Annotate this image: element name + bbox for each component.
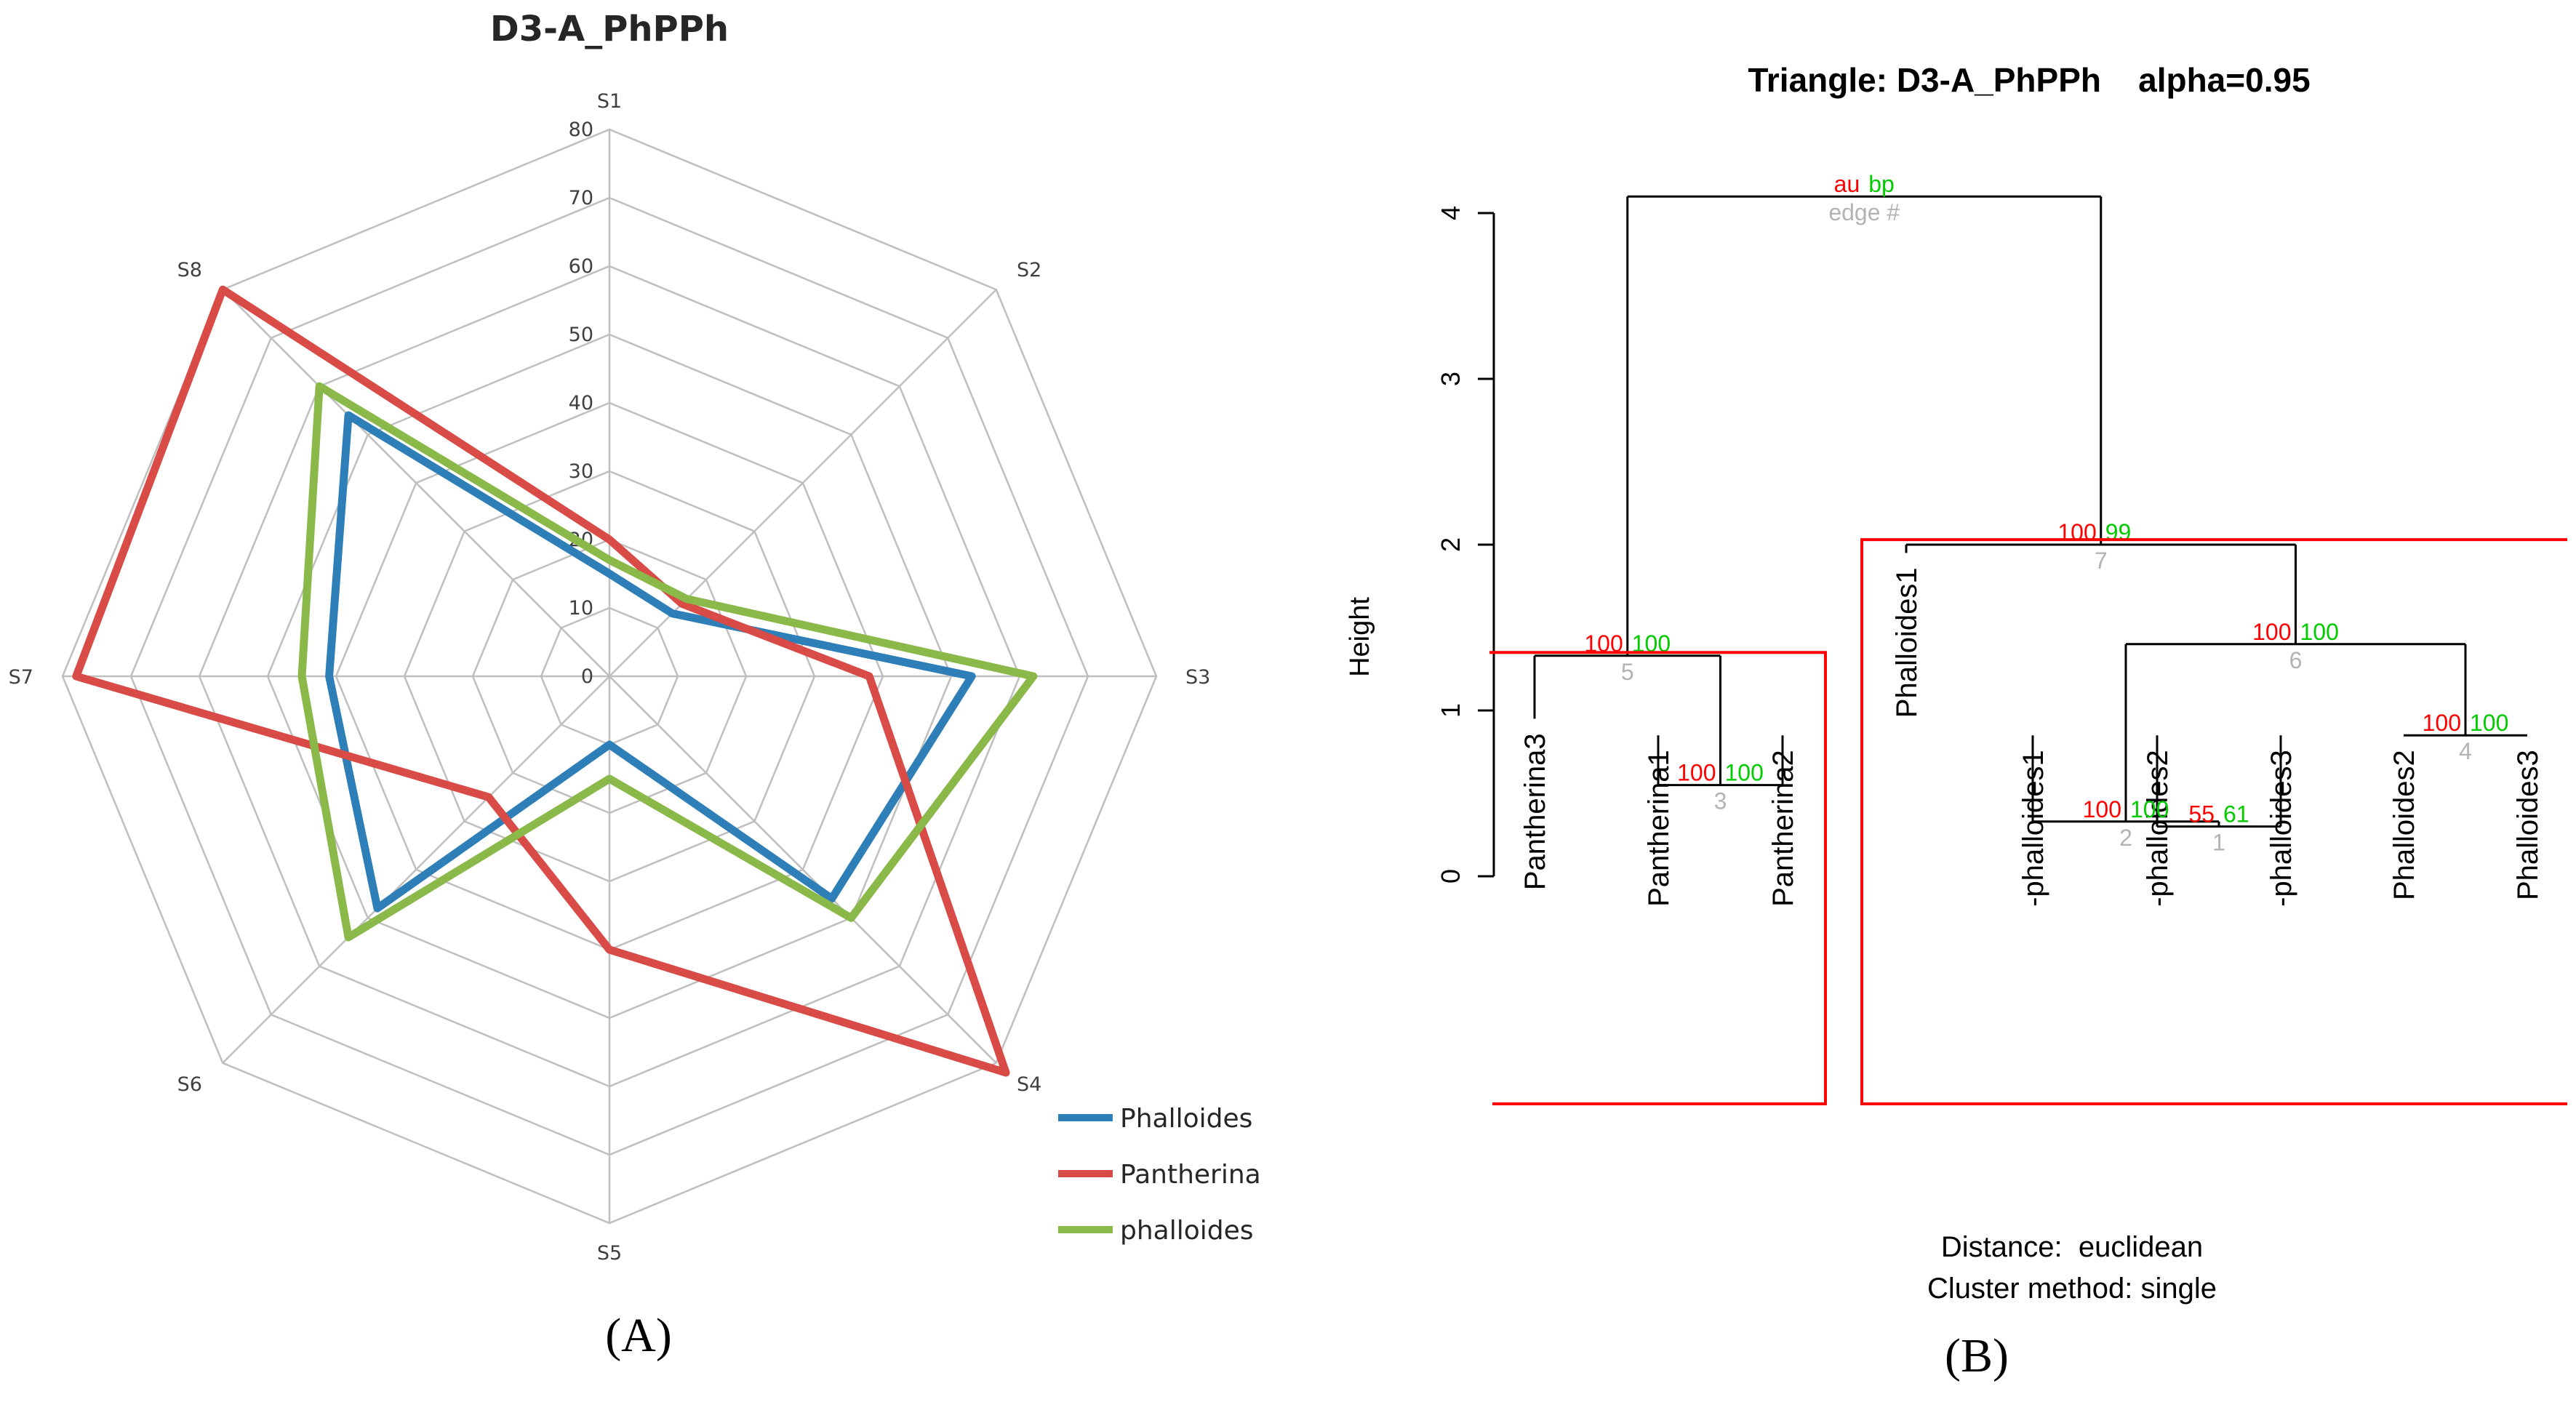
bp-value: 61 <box>2223 801 2249 828</box>
leaf-label: Phalloides1 <box>1891 567 1923 718</box>
leaf-label: Pantherina1 <box>1643 750 1675 907</box>
radar-spoke <box>609 289 997 677</box>
bp-value: 99 <box>2105 519 2132 545</box>
leaf-label: -phalloides3 <box>2265 750 2297 907</box>
radar-tick-label: 0 <box>581 665 593 688</box>
leaf-label: -phalloides2 <box>2142 750 2174 907</box>
leaf-label: Phalloides3 <box>2512 750 2544 900</box>
legend-label: phalloides <box>1120 1216 1254 1246</box>
radar-series-line <box>325 411 976 913</box>
y-tick-label: 2 <box>1436 537 1465 552</box>
bp-legend: bp <box>1868 171 1895 197</box>
edge-number: 5 <box>1621 659 1634 685</box>
leaf-label: Pantherina3 <box>1519 733 1551 890</box>
au-legend: au <box>1834 171 1860 197</box>
radar-axis-label: S6 <box>177 1073 202 1096</box>
au-value: 100 <box>2252 619 2291 645</box>
dendrogram-title: Triangle: D3-A_PhPPh alpha=0.95 <box>1748 61 2310 99</box>
dendrogram-chart: Triangle: D3-A_PhPPh alpha=0.95 0 1 2 3 4 Hei… <box>1345 61 2567 1305</box>
y-axis-label: Height <box>1345 597 1375 677</box>
leaf-label: -phalloides1 <box>2017 750 2049 907</box>
radar-tick-label: 80 <box>569 119 593 141</box>
dendrogram-leaf-labels: Pantherina3 Pantherina1 Pantherina2 Phalloi… <box>1519 567 2544 907</box>
y-tick-label: 3 <box>1436 372 1465 386</box>
legend-label: Pantherina <box>1120 1160 1261 1190</box>
radar-tick-label: 40 <box>569 392 593 414</box>
radar-title: D3-A_PhPPh <box>490 9 729 49</box>
edge-number: 4 <box>2459 738 2472 764</box>
au-value: 100 <box>2083 796 2121 822</box>
radar-axis-label: S8 <box>177 259 202 281</box>
radar-spoke <box>222 289 610 677</box>
radar-axis-label: S3 <box>1185 666 1210 689</box>
cluster-box-pantherina <box>1489 651 1827 1105</box>
radar-tick-label: 70 <box>569 187 593 209</box>
bp-value: 100 <box>1725 760 1764 786</box>
cluster-method-footer: Cluster method: single <box>1927 1273 2217 1305</box>
y-tick-label: 1 <box>1436 703 1465 718</box>
y-tick-label: 0 <box>1436 869 1465 884</box>
bp-value: 100 <box>2130 796 2169 822</box>
radar-series <box>72 285 1038 1077</box>
radar-axis-labels: S1 S2 S3 S4 S5 S6 S7 S8 <box>9 90 1211 1265</box>
radar-tick-label: 60 <box>569 255 593 278</box>
radar-axis-label: S5 <box>597 1242 622 1265</box>
radar-series-line <box>297 382 1038 942</box>
radar-legend: Phalloides Pantherina phalloides <box>1058 1104 1261 1246</box>
panel-b-label: (B) <box>1945 1329 2009 1382</box>
au-value: 55 <box>2188 801 2215 828</box>
radar-axis-label: S7 <box>9 666 33 689</box>
au-value: 100 <box>2423 710 2461 736</box>
edge-number: 1 <box>2212 830 2225 856</box>
edge-number: 3 <box>1714 788 1727 814</box>
radar-axis-label: S4 <box>1017 1073 1041 1096</box>
au-value: 100 <box>1677 760 1716 786</box>
au-value: 100 <box>2057 519 2096 545</box>
panel-a-label: (A) <box>605 1309 672 1362</box>
radar-axis-label: S1 <box>597 90 622 113</box>
bp-value: 100 <box>2300 619 2339 645</box>
radar-tick-label: 10 <box>569 597 593 620</box>
leaf-label: Phalloides2 <box>2388 750 2420 900</box>
edge-number: 6 <box>2289 647 2303 673</box>
legend-label: Phalloides <box>1120 1104 1252 1134</box>
radar-tick-label: 30 <box>569 460 593 483</box>
dendrogram-y-axis: 0 1 2 3 4 Height <box>1345 206 1495 884</box>
cluster-box-phalloides <box>1860 538 2567 1105</box>
radar-axis-label: S2 <box>1017 259 1041 281</box>
y-tick-label: 4 <box>1436 206 1465 220</box>
edge-number: 7 <box>2095 548 2108 574</box>
dendrogram-tree <box>1533 195 2527 828</box>
radar-tick-label: 50 <box>569 324 593 346</box>
dendrogram-cluster-boxes <box>1489 538 2567 1105</box>
edge-legend: edge # <box>1828 199 1900 225</box>
radar-spoke <box>609 676 997 1064</box>
radar-series-line <box>72 285 1010 1077</box>
bp-value: 100 <box>2470 710 2508 736</box>
radar-spoke <box>222 676 610 1064</box>
distance-footer: Distance: euclidean <box>1941 1231 2203 1263</box>
leaf-label: Pantherina2 <box>1767 750 1799 907</box>
edge-number: 2 <box>2119 825 2132 851</box>
